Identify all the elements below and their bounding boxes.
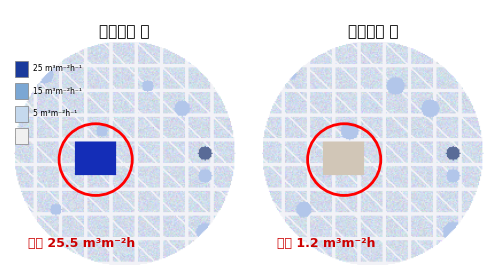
Text: 25 m³m⁻²h⁻¹: 25 m³m⁻²h⁻¹ xyxy=(33,64,82,73)
FancyBboxPatch shape xyxy=(14,83,28,99)
Text: 5 m³m⁻²h⁻¹: 5 m³m⁻²h⁻¹ xyxy=(33,109,77,118)
Title: 도심녹지 유: 도심녹지 유 xyxy=(99,24,150,39)
Text: 평균 1.2 m³m⁻²h: 평균 1.2 m³m⁻²h xyxy=(277,237,375,250)
FancyBboxPatch shape xyxy=(14,106,28,122)
FancyBboxPatch shape xyxy=(14,61,28,77)
Text: 15 m³m⁻²h⁻¹: 15 m³m⁻²h⁻¹ xyxy=(33,87,82,96)
Title: 도심녹지 무: 도심녹지 무 xyxy=(347,24,398,39)
FancyBboxPatch shape xyxy=(14,128,28,144)
Text: 평균 25.5 m³m⁻²h: 평균 25.5 m³m⁻²h xyxy=(28,237,136,250)
